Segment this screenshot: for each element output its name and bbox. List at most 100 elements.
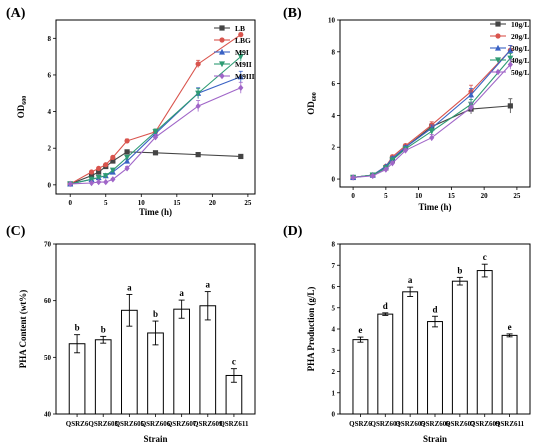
- x-tick-label: QSRZ609: [470, 420, 500, 428]
- bar: [476, 270, 493, 415]
- panel-b-y-axis-label-sub: 600: [312, 92, 318, 101]
- panel-c-tag: (C): [6, 224, 26, 239]
- data-point: [152, 134, 159, 141]
- series-line: [353, 57, 511, 179]
- bar: [451, 280, 468, 415]
- data-point: [124, 165, 130, 172]
- data-point: [507, 61, 513, 68]
- data-point: [195, 102, 201, 110]
- x-tick-label: QSRZ605: [395, 420, 425, 428]
- data-point: [95, 174, 102, 181]
- data-point: [389, 159, 396, 167]
- data-point: [110, 158, 116, 164]
- panel-b-series: [350, 45, 514, 181]
- data-point: [96, 178, 102, 186]
- y-tick-label: 5: [332, 304, 336, 312]
- y-tick-label: 4: [332, 112, 336, 120]
- bar-group-QSRZ609: c: [476, 252, 493, 415]
- legend-entry: M9III: [235, 72, 255, 81]
- panel-b-axes: 0 5 10 15 20 25 0 2 4 6 8 10: [328, 17, 531, 200]
- series-LBG: [67, 32, 244, 187]
- bar-group-QSRZ6: e: [352, 325, 369, 415]
- x-tick-label: QSRZ607: [445, 420, 475, 428]
- series-M9II: [67, 51, 244, 188]
- data-point: [88, 176, 95, 183]
- significance-label: b: [457, 265, 462, 275]
- series-line: [69, 34, 242, 185]
- y-tick-label: 6: [332, 80, 336, 88]
- y-tick-label: 6: [48, 71, 52, 79]
- data-point: [152, 150, 159, 156]
- x-tick-label: 0: [68, 199, 72, 207]
- bar: [402, 291, 419, 415]
- x-tick-label: QSRZ603: [371, 420, 401, 428]
- y-tick-label: 1: [332, 389, 336, 397]
- data-point: [124, 149, 130, 155]
- data-point: [88, 179, 95, 187]
- x-tick-label: 25: [513, 192, 521, 200]
- bar-group-QSRZ606: b: [147, 309, 164, 415]
- legend-marker: [219, 25, 225, 31]
- panel-a-line-chart: (A) 0 5 10 15 20 25 0 2 4 6 8 LB LBG M9I M9II M9III Ti…: [6, 6, 256, 217]
- y-tick-label: 7: [332, 262, 336, 270]
- significance-label: e: [358, 325, 362, 335]
- bar: [377, 313, 394, 415]
- x-tick-label: QSRZ606: [141, 420, 171, 428]
- significance-label: d: [432, 304, 437, 314]
- x-tick-label: QSRZ611: [495, 420, 525, 428]
- data-point: [468, 91, 475, 98]
- panel-a-axes: 0 5 10 15 20 25 0 2 4 6 8: [48, 19, 256, 207]
- data-point: [195, 90, 202, 97]
- legend-marker: [219, 48, 225, 55]
- data-point: [96, 165, 102, 171]
- data-point: [110, 154, 116, 160]
- x-tick-label: QSRZ6: [349, 420, 372, 428]
- significance-label: c: [483, 252, 487, 262]
- x-tick-label: 10: [138, 199, 146, 207]
- panel-b-legend: 10g/L 20g/L 30g/L 40g/L 50g/L: [490, 20, 529, 77]
- bar: [427, 321, 443, 415]
- bar-group-QSRZ605: a: [121, 282, 138, 415]
- panel-d-bars: e d a d b c e: [352, 252, 518, 415]
- data-point: [238, 84, 244, 91]
- legend-marker: [495, 68, 501, 76]
- panel-a-x-axis-label: Time (h): [139, 207, 172, 217]
- bar-group-QSRZ609: a: [199, 280, 217, 415]
- legend-entry: 10g/L: [511, 20, 529, 29]
- data-point: [195, 152, 201, 158]
- significance-label: c: [232, 357, 236, 367]
- panel-a-y-axis-label: OD600: [16, 96, 28, 119]
- legend-entry: 30g/L: [511, 44, 529, 53]
- bar-group-QSRZ605: a: [402, 275, 419, 415]
- bar: [68, 343, 86, 415]
- data-point: [237, 73, 244, 80]
- y-tick-label: 60: [44, 297, 52, 305]
- bar: [501, 334, 518, 415]
- panel-c-bars: b b a b a a c: [68, 280, 243, 415]
- data-point: [88, 173, 95, 179]
- significance-label: e: [508, 322, 512, 332]
- data-point: [402, 147, 409, 154]
- bar: [94, 339, 112, 415]
- significance-label: a: [179, 288, 184, 298]
- y-tick-label: 6: [332, 283, 336, 291]
- x-tick-label: 20: [209, 199, 217, 207]
- x-tick-label: QSRZ6: [66, 420, 89, 428]
- y-tick-label: 8: [48, 35, 52, 43]
- data-point: [350, 174, 356, 181]
- data-point: [124, 154, 131, 161]
- y-tick-label: 10: [328, 17, 336, 25]
- legend-entry: 40g/L: [511, 56, 529, 65]
- panel-a-y-axis-label-main: OD: [16, 104, 26, 118]
- bar: [173, 308, 190, 415]
- y-tick-label: 2: [332, 368, 336, 376]
- legend-marker: [219, 61, 225, 68]
- data-point: [102, 173, 109, 179]
- plot-frame: [55, 19, 256, 195]
- bar-group-QSRZ611: e: [501, 322, 518, 415]
- y-tick-label: 4: [48, 108, 52, 116]
- y-tick-label: 8: [332, 48, 336, 56]
- significance-label: b: [101, 324, 106, 334]
- legend-entry: LB: [235, 24, 245, 33]
- panel-b-tag: (B): [283, 6, 302, 21]
